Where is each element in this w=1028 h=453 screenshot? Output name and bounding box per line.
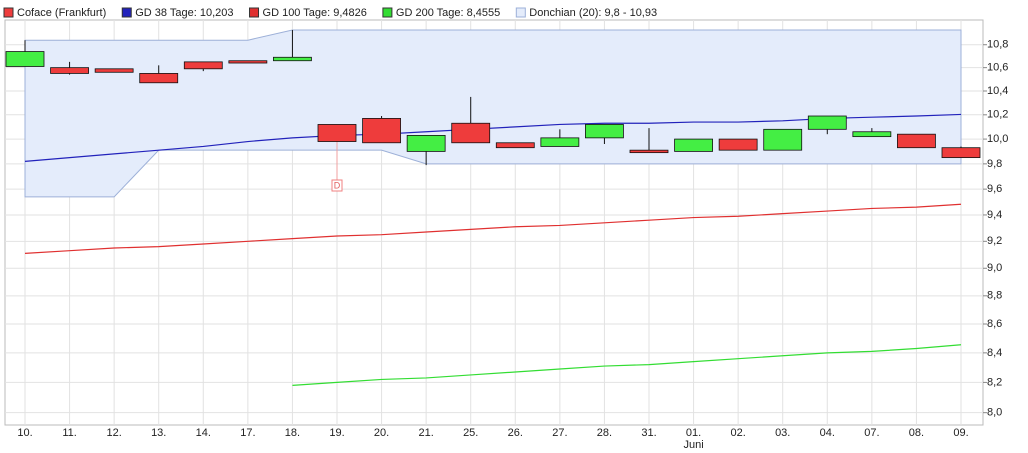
y-tick-label: 8,0 <box>987 407 1002 419</box>
x-tick-label: 01. <box>686 427 701 439</box>
y-tick-label: 9,4 <box>987 209 1002 221</box>
x-tick-label: 18. <box>285 427 300 439</box>
candle-body <box>317 124 357 142</box>
y-tick-label: 9,8 <box>987 158 1002 170</box>
x-tick-label: 31. <box>641 427 656 439</box>
candle-body <box>50 67 89 74</box>
candle-body <box>585 124 624 139</box>
y-tick-label: 10,6 <box>987 62 1008 74</box>
x-tick-label: 13. <box>151 427 166 439</box>
x-tick-label: 26. <box>508 427 523 439</box>
legend-label: Donchian (20): 9,8 - 10,93 <box>529 7 657 19</box>
x-tick-label: 25. <box>463 427 478 439</box>
candle-body <box>941 147 981 159</box>
x-tick-label: 28. <box>597 427 612 439</box>
x-tick-label: 27. <box>552 427 567 439</box>
candle-body <box>5 51 45 67</box>
candle-body <box>495 142 535 149</box>
x-tick-label: 08. <box>909 427 924 439</box>
x-tick-label: 14. <box>196 427 211 439</box>
legend-label: GD 200 Tage: 8,4555 <box>396 7 500 19</box>
candle-body <box>629 149 669 154</box>
candle-body <box>451 122 491 144</box>
y-tick-label: 9,2 <box>987 235 1002 247</box>
candle-body <box>94 68 134 73</box>
y-tick-label: 10,8 <box>987 39 1008 51</box>
x-tick-label: 03. <box>775 427 790 439</box>
candle-body <box>273 56 312 62</box>
legend-swatch <box>382 7 393 18</box>
x-tick-label: 09. <box>953 427 968 439</box>
x-tick-label: 02. <box>730 427 745 439</box>
candle-body <box>139 73 179 84</box>
legend-swatch <box>121 7 132 18</box>
marker-box <box>331 179 343 192</box>
y-tick-label: 8,6 <box>987 318 1002 330</box>
y-tick-label: 8,8 <box>987 290 1002 302</box>
y-tick-label: 10,0 <box>987 133 1008 145</box>
marker-label: D <box>334 180 341 190</box>
candle-body <box>763 128 803 151</box>
y-tick-label: 9,6 <box>987 183 1002 195</box>
candle-body <box>228 60 268 64</box>
legend-label: GD 100 Tage: 9,4826 <box>263 7 367 19</box>
candle-body <box>406 135 446 152</box>
legend-label: Coface (Frankfurt) <box>17 7 106 19</box>
x-tick-label: 21. <box>418 427 433 439</box>
candle-body <box>540 137 580 147</box>
line-series <box>24 113 962 162</box>
legend-swatch <box>249 7 260 18</box>
legend-label: GD 38 Tage: 10,203 <box>135 7 233 19</box>
line-series <box>24 203 962 254</box>
y-tick-label: 10,2 <box>987 109 1008 121</box>
donchian-band <box>24 29 962 198</box>
x-tick-label: 17. <box>240 427 255 439</box>
x-tick-label: 12. <box>106 427 121 439</box>
legend-swatch <box>515 7 526 18</box>
legend-swatch <box>3 7 14 18</box>
candle-body <box>852 131 892 138</box>
x-tick-label: 19. <box>329 427 344 439</box>
x-group-label: Juni <box>683 439 703 451</box>
candle-body <box>718 138 758 151</box>
y-tick-label: 8,2 <box>987 376 1002 388</box>
x-tick-label: 10. <box>17 427 32 439</box>
x-tick-label: 07. <box>864 427 879 439</box>
candle-body <box>897 133 936 149</box>
plot-frame <box>4 19 984 426</box>
y-tick-label: 10,4 <box>987 85 1008 97</box>
line-series <box>292 344 962 386</box>
x-tick-label: 20. <box>374 427 389 439</box>
candle-body <box>183 61 223 70</box>
x-tick-label: 04. <box>820 427 835 439</box>
x-tick-label: 11. <box>62 427 76 439</box>
y-tick-label: 9,0 <box>987 262 1002 274</box>
candle-body <box>674 138 713 152</box>
candle-body <box>807 115 847 130</box>
candle-body <box>362 118 401 144</box>
y-tick-label: 8,4 <box>987 347 1002 359</box>
